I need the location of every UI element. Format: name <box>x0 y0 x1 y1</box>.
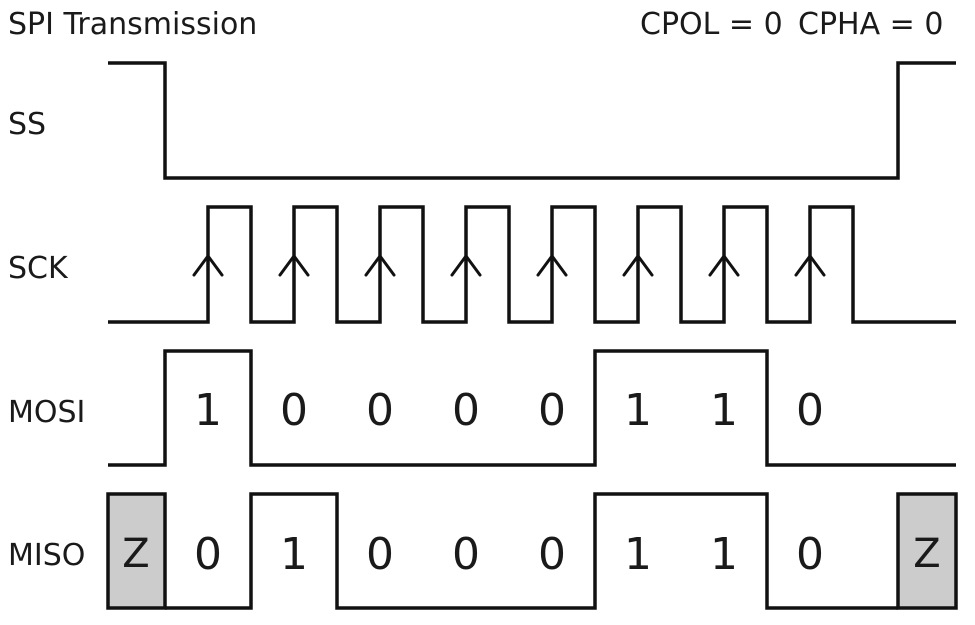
mosi-bit-7: 1 <box>710 385 738 436</box>
miso-bit-2: 1 <box>280 529 308 580</box>
miso-bit-7: 1 <box>710 529 738 580</box>
mosi-bit-5: 0 <box>538 385 566 436</box>
miso-z-label-start: Z <box>122 531 149 577</box>
miso-high-impedance-start <box>106 492 167 610</box>
miso-bit-8: 0 <box>796 529 824 580</box>
sck-rising-edge-arrow-4 <box>450 254 482 277</box>
miso-bit-3: 0 <box>366 529 394 580</box>
sck-rising-edge-arrow-6 <box>622 254 654 277</box>
mosi-waveform <box>108 349 956 467</box>
ss-waveform <box>108 61 956 180</box>
ss-signal-label: SS <box>8 107 46 142</box>
sck-waveform <box>108 205 956 324</box>
mosi-bit-4: 0 <box>452 385 480 436</box>
mosi-signal-label: MOSI <box>8 395 85 430</box>
miso-waveform <box>165 492 898 610</box>
miso-bit-1: 0 <box>194 529 222 580</box>
mosi-bit-6: 1 <box>624 385 652 436</box>
miso-bit-values: 0 1 0 0 0 1 1 0 <box>194 529 824 580</box>
sck-rising-edge-arrow-3 <box>364 254 396 277</box>
mosi-bit-values: 1 0 0 0 0 1 1 0 <box>194 385 824 436</box>
mosi-bit-3: 0 <box>366 385 394 436</box>
sck-rising-edge-arrow-5 <box>536 254 568 277</box>
miso-z-label-end: Z <box>913 531 940 577</box>
mosi-bit-2: 0 <box>280 385 308 436</box>
mosi-bit-1: 1 <box>194 385 222 436</box>
sck-signal-label: SCK <box>8 251 69 286</box>
miso-high-impedance-end <box>896 492 958 610</box>
miso-bit-5: 0 <box>538 529 566 580</box>
miso-signal-label: MISO <box>8 538 85 573</box>
sck-rising-edge-arrows <box>192 254 826 277</box>
sck-rising-edge-arrow-8 <box>794 254 826 277</box>
sck-rising-edge-arrow-7 <box>708 254 740 277</box>
cpol-label: CPOL = 0 <box>640 7 783 42</box>
cpha-label: CPHA = 0 <box>798 7 943 42</box>
miso-bit-4: 0 <box>452 529 480 580</box>
sck-rising-edge-arrow-2 <box>278 254 310 277</box>
diagram-title: SPI Transmission <box>8 7 257 42</box>
sck-rising-edge-arrow-1 <box>192 254 224 277</box>
mosi-bit-8: 0 <box>796 385 824 436</box>
miso-bit-6: 1 <box>624 529 652 580</box>
